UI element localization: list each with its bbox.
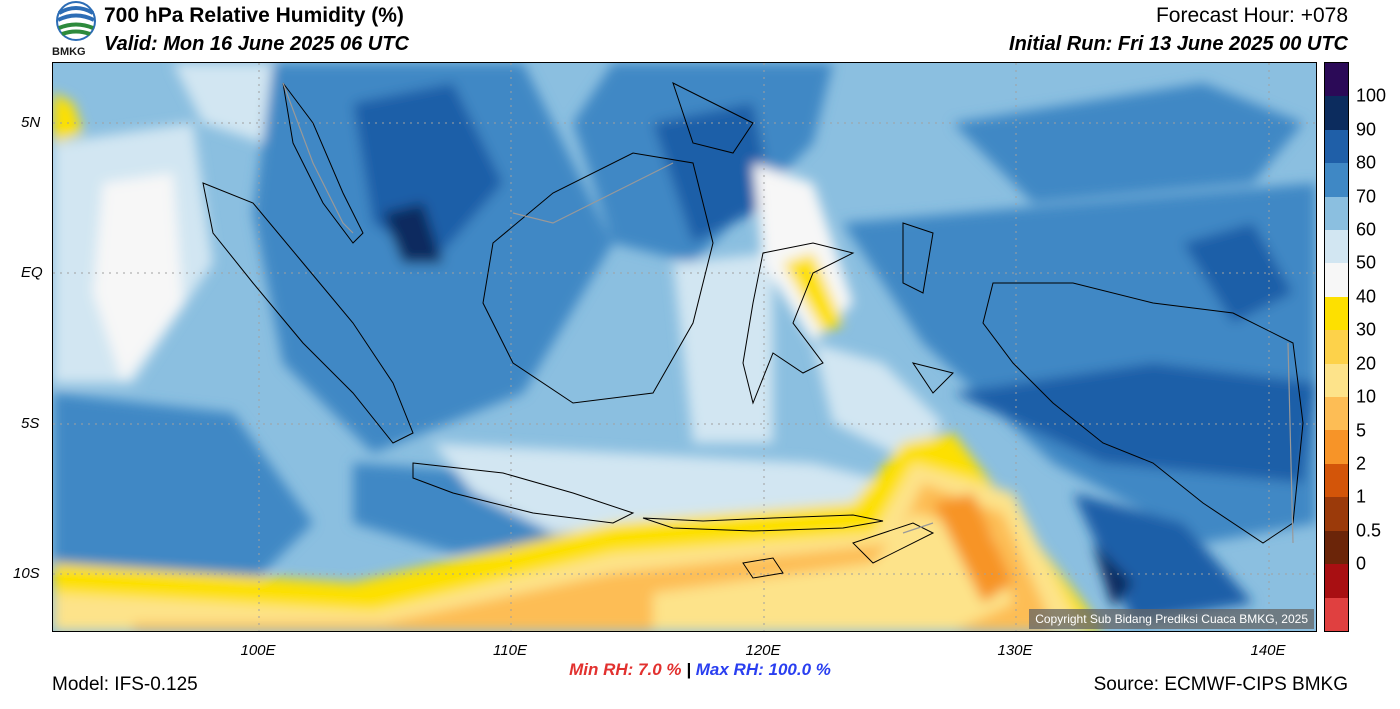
colorbar-tick-label: 30 — [1356, 319, 1377, 340]
colorbar-swatch — [1325, 163, 1348, 197]
lon-label-110e: 110E — [493, 642, 527, 659]
colorbar-swatch — [1325, 330, 1348, 364]
lon-label-140e: 140E — [1250, 642, 1286, 659]
colorbar-tick-label: 2 — [1356, 453, 1367, 474]
colorbar — [1324, 62, 1349, 632]
humidity-map: Copyright Sub Bidang Prediksi Cuaca BMKG… — [52, 62, 1317, 632]
colorbar-swatch — [1325, 196, 1348, 231]
copyright-notice: Copyright Sub Bidang Prediksi Cuaca BMKG… — [1029, 609, 1314, 629]
header-left: 700 hPa Relative Humidity (%) Valid: Mon… — [104, 2, 409, 58]
model-label: Model: IFS-0.125 — [52, 674, 198, 695]
lon-label-100e: 100E — [240, 642, 276, 659]
colorbar-tick-label: 70 — [1356, 186, 1377, 207]
valid-time: Valid: Mon 16 June 2025 06 UTC — [104, 33, 409, 55]
colorbar-tick-label: 40 — [1356, 286, 1377, 307]
source-label: Source: ECMWF-CIPS BMKG — [1093, 674, 1348, 695]
colorbar-swatch — [1325, 230, 1348, 264]
colorbar-swatch — [1325, 597, 1348, 631]
colorbar-swatch — [1325, 530, 1348, 565]
lon-label-120e: 120E — [745, 642, 781, 659]
forecast-hour: Forecast Hour: +078 — [1155, 4, 1348, 27]
colorbar-swatch — [1325, 497, 1348, 531]
coastlines — [202, 82, 1304, 579]
rh-stats: Min RH: 7.0 % | Max RH: 100.0 % — [0, 660, 1400, 680]
colorbar-swatch — [1325, 564, 1348, 598]
colorbar-tick-label: 5 — [1356, 420, 1367, 441]
colorbar-swatch — [1325, 263, 1348, 297]
colorbar-swatch — [1325, 63, 1348, 97]
colorbar-swatch — [1325, 296, 1348, 331]
min-rh-value: 7.0 % — [638, 660, 682, 679]
colorbar-tick-label: 50 — [1356, 252, 1377, 273]
colorbar-tick-label: 0.5 — [1356, 520, 1382, 541]
initial-run: Initial Run: Fri 13 June 2025 00 UTC — [1009, 33, 1348, 55]
colorbar-tick-label: 1 — [1356, 486, 1367, 507]
lon-label-130e: 130E — [997, 642, 1033, 659]
max-rh-label: Max RH: 100.0 % — [695, 660, 831, 679]
colorbar-tick-label: 60 — [1356, 219, 1377, 240]
lat-label-5s: 5S — [21, 415, 40, 432]
boundaries — [282, 82, 1294, 544]
grid-lines — [53, 63, 1316, 631]
colorbar-tick-label: 80 — [1356, 152, 1377, 173]
header-right: Forecast Hour: +078 Initial Run: Fri 13 … — [1009, 2, 1348, 58]
lat-label-5n: 5N — [21, 114, 41, 131]
colorbar-swatch — [1325, 397, 1348, 431]
colorbar-swatch — [1325, 96, 1348, 130]
lat-label-10s: 10S — [13, 565, 40, 582]
colorbar-tick-label: 0 — [1356, 553, 1367, 574]
colorbar-swatch — [1325, 463, 1348, 498]
colorbar-tick-label: 100 — [1356, 85, 1387, 106]
chart-title: 700 hPa Relative Humidity (%) — [104, 4, 404, 27]
colorbar-tick-label: 20 — [1356, 353, 1377, 374]
colorbar-swatch — [1325, 129, 1348, 164]
map-canvas — [53, 63, 1316, 631]
lat-label-eq: EQ — [21, 264, 43, 281]
min-rh-label: Min RH: — [569, 660, 634, 679]
colorbar-swatch — [1325, 363, 1348, 398]
colorbar-swatch — [1325, 430, 1348, 464]
colorbar-tick-label: 90 — [1356, 119, 1377, 140]
stats-separator: | — [686, 660, 692, 679]
colorbar-tick-label: 10 — [1356, 386, 1377, 407]
bmkg-logo — [56, 1, 96, 41]
logo-label: BMKG — [52, 46, 86, 58]
